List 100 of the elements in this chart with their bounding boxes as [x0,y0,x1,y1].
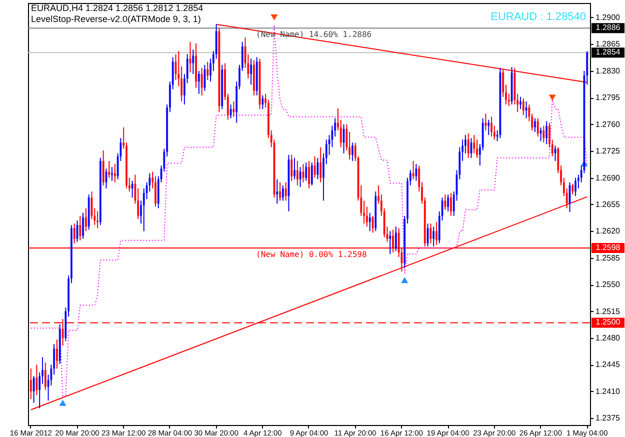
point [401,276,408,284]
line-series [30,24,588,398]
candlestick [525,100,528,119]
candlestick [79,215,82,241]
candlestick [44,362,46,390]
y-tick-label: 1.2620 [596,226,621,236]
point [59,400,66,406]
candlestick [450,192,452,216]
candlestick [308,160,310,189]
candlestick [30,368,32,400]
ref-line-label: 1.2854 [596,48,621,57]
candlestick [108,160,110,178]
candlestick [554,145,556,162]
candlestick [519,96,522,110]
candlestick [105,168,108,189]
candlestick [56,339,58,370]
point [270,14,278,21]
candlestick [473,134,476,154]
candlestick [310,162,313,186]
candlestick [73,223,76,244]
candlestick [546,120,548,145]
candlestick [189,41,192,73]
candlestick [351,142,354,162]
candlestick [389,230,392,255]
y-tick-label: 1.2445 [596,360,621,370]
candlestick [200,67,203,96]
candlestick [542,125,545,144]
text: LevelStop-Reverse-v2.0(ATRMode 9, 3, 1) [31,14,201,24]
candlestick [484,113,487,131]
candlestick [84,208,87,232]
y-tick-label: 1.2655 [596,200,621,209]
candlestick [536,118,539,138]
candlestick [372,215,374,234]
candlestick [426,223,429,247]
candlestick [572,183,574,196]
candlestick [476,139,478,158]
candlestick [430,223,432,244]
ref-line-label: 1.2500 [596,318,621,327]
y-tick-label: 1.2480 [596,334,621,343]
y-tick-label: 1.2725 [596,146,621,156]
candlestick [290,154,293,182]
candlestick [320,146,322,183]
candlestick [342,124,345,154]
candlestick [82,212,84,240]
candlestick [154,176,156,208]
candlestick [32,376,35,404]
candlestick [294,157,296,180]
candlestick [447,194,450,212]
candlestick [415,164,418,182]
candlestick [96,210,99,229]
y-tick-label: 1.2830 [596,66,621,76]
y-tick-label: 1.2760 [596,120,621,129]
candlestick [198,70,200,94]
candlestick [305,162,308,182]
ref-line-label: 1.2598 [596,242,621,252]
candlestick [488,119,490,136]
candlestick [232,100,235,118]
chart-title: EURAUD,H4 1.2824 1.2856 1.2812 1.2854 [31,3,204,13]
candlestick [316,157,319,180]
y-tick-label: 1.2900 [596,13,621,22]
candlestick [250,58,252,86]
candlestick [279,182,282,202]
y-tick-label: 1.2375 [596,414,621,423]
candlestick [522,98,524,116]
y-tick-label: 1.2585 [596,253,621,262]
y-tick-label: 1.2795 [596,93,621,102]
candlestick [299,166,302,188]
annotation: EURAUD : 1.28540 [490,11,586,23]
candlestick [36,364,38,396]
y-tick-label: 1.2515 [596,306,621,316]
candlestick [467,132,470,158]
candlestick [230,104,232,119]
candlestick [284,182,287,202]
candlestick [206,61,209,81]
candlestick [76,220,78,242]
point [548,94,556,101]
candlestick [282,184,284,202]
candlestick [574,177,577,197]
candlestick [435,222,438,246]
candlestick [470,138,472,158]
ref-line-label: 1.2886 [596,23,621,32]
candlestick [302,164,304,183]
candlestick [314,156,316,178]
candlestick [114,164,116,183]
y-tick-label: 1.2550 [596,280,621,290]
candlestick [444,194,446,210]
candlestick [432,226,435,247]
candlestick [368,212,371,232]
y-tick-label: 1.2865 [596,40,621,49]
annotation: (New Name) 0.00% 1.2598 [256,250,367,259]
candlestick [192,49,194,74]
candlestick [540,126,542,142]
candlestick [262,94,264,110]
candlestick [204,64,206,92]
candlestick [131,180,134,198]
candlestick [102,150,104,186]
candlestick [276,178,278,204]
candlestick [534,118,536,132]
candlestick [296,160,298,186]
y-tick-label: 1.2410 [596,386,621,396]
